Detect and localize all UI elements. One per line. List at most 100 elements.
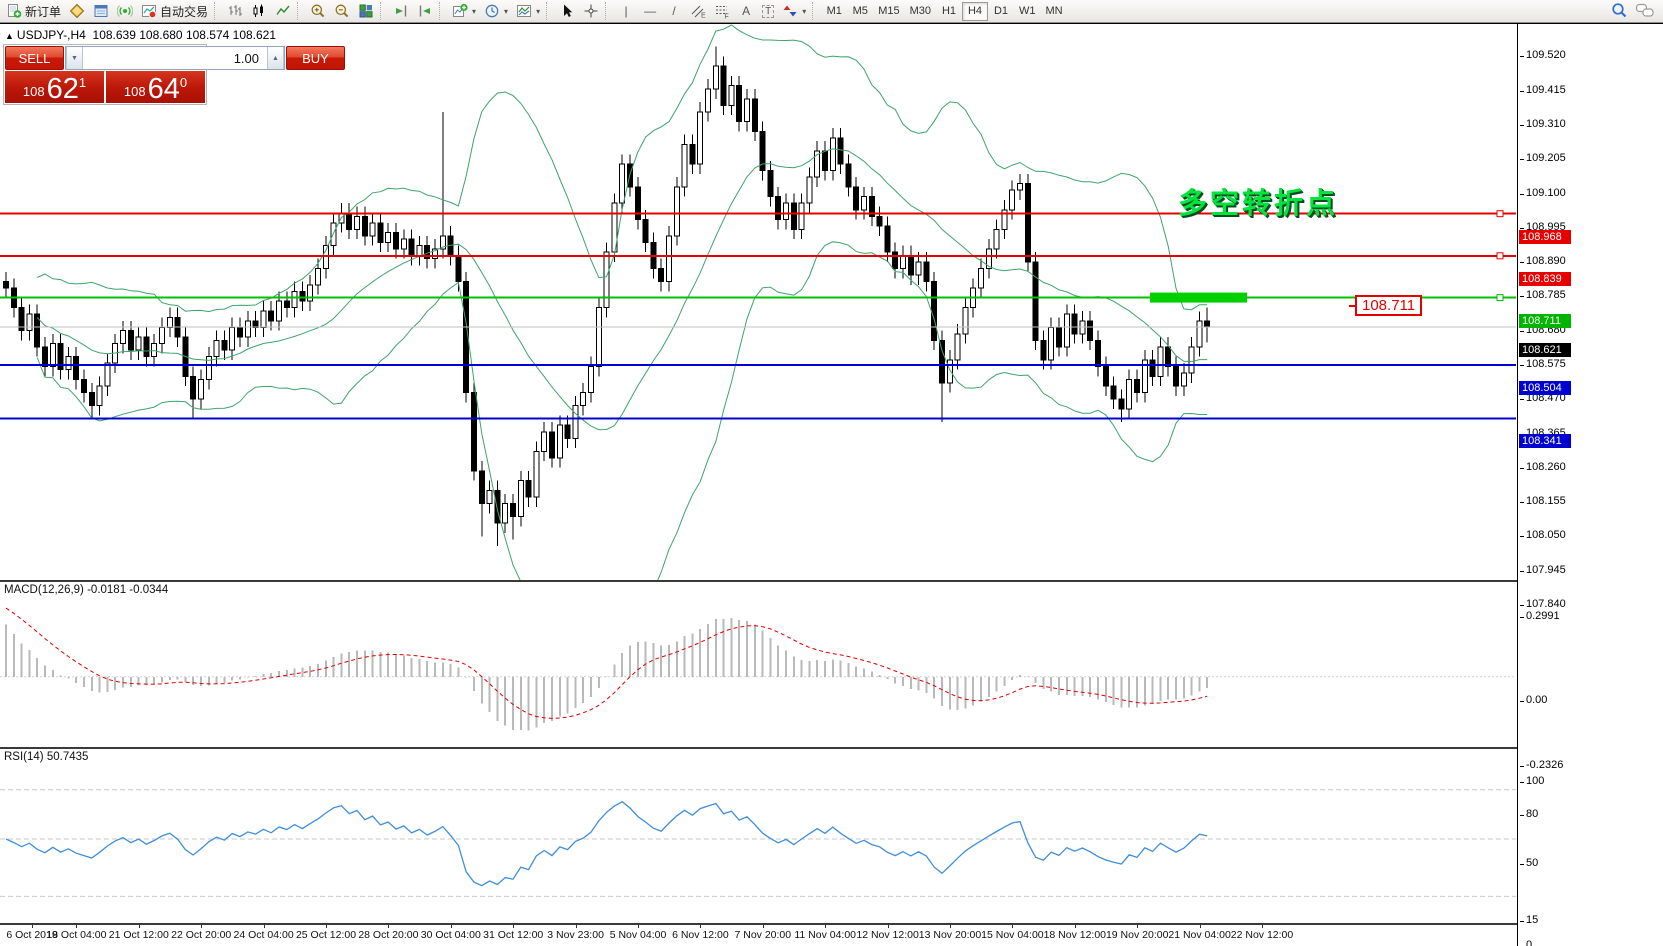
- volume-increase-button[interactable]: ▲: [267, 47, 284, 69]
- zoom-in-button[interactable]: [306, 1, 330, 21]
- horizontal-line-108.839: [0, 254, 1516, 257]
- text-tool-icon: A: [742, 4, 751, 18]
- candle-down: [1110, 385, 1117, 400]
- candle-down: [853, 186, 860, 211]
- autotrade-icon: [141, 3, 157, 19]
- time-axis-tick: [76, 925, 78, 928]
- candle-up: [205, 356, 212, 381]
- data-window-button[interactable]: [89, 1, 113, 21]
- sell-price-prefix: 108: [22, 84, 45, 99]
- buy-price[interactable]: 108 64 0: [106, 71, 205, 104]
- navigator-button[interactable]: [113, 1, 137, 21]
- candle-down: [190, 375, 197, 400]
- candle-down: [42, 346, 48, 367]
- price-axis[interactable]: 109.520 109.415 109.310 109.205 109.100 108.9…: [1518, 24, 1662, 946]
- time-axis[interactable]: 6 Oct 2019 18 Oct 04:00 21 Oct 12:00 22 Oct…: [0, 925, 1517, 944]
- fibonacci-tool-button[interactable]: F: [710, 1, 734, 21]
- timeframe-button-M15[interactable]: M15: [878, 5, 900, 17]
- candle-down: [221, 339, 228, 351]
- timeframe-button-M1[interactable]: M1: [826, 5, 842, 17]
- bollinger-middle-band: [36, 148, 1208, 431]
- rsi-pane[interactable]: RSI(14) 50.7435: [0, 749, 1517, 923]
- arrows-tool-button[interactable]: ▾: [778, 1, 810, 21]
- tile-windows-icon: [358, 3, 374, 19]
- search-icon[interactable]: [1611, 2, 1629, 20]
- channel-tool-button[interactable]: E: [686, 1, 710, 21]
- templates-button[interactable]: ▾: [512, 1, 544, 21]
- candlestick-chart[interactable]: [0, 24, 1516, 580]
- chart-shift-button[interactable]: [413, 1, 437, 21]
- timeframe-button-M5[interactable]: M5: [852, 5, 868, 17]
- time-axis-tick: [1074, 925, 1076, 928]
- trendline-tool-button[interactable]: /: [662, 1, 686, 21]
- timeframe-button-D1[interactable]: D1: [993, 5, 1009, 17]
- autotrade-button[interactable]: 自动交易: [137, 1, 212, 21]
- line-handle: [1496, 294, 1504, 302]
- timeframe-button-M30[interactable]: M30: [909, 5, 932, 17]
- time-axis-label: 18 Nov 12:00: [1043, 929, 1107, 941]
- macd-pane[interactable]: MACD(12,26,9) -0.0181 -0.0344: [0, 582, 1517, 747]
- candle-up: [705, 88, 711, 113]
- crosshair-tool-button[interactable]: [579, 1, 603, 21]
- rsi-axis-tick: 80: [1519, 807, 1539, 820]
- bollinger-lower-band: [36, 241, 1208, 580]
- pane-divider[interactable]: [0, 923, 1517, 925]
- time-axis-label: 13 Nov 20:00: [918, 929, 982, 941]
- time-axis-label: 15 Nov 04:00: [981, 929, 1044, 941]
- candle-down: [88, 392, 95, 407]
- candle-down: [283, 300, 290, 309]
- ohlc-readout: 108.639 108.680 108.574 108.621: [92, 28, 277, 42]
- pane-divider[interactable]: [0, 580, 1517, 582]
- time-axis-tick: [1262, 925, 1263, 928]
- buy-price-prefix: 108: [123, 84, 146, 99]
- candle-up: [556, 424, 563, 459]
- indicators-button[interactable]: ▾: [448, 1, 480, 21]
- candle-up: [260, 310, 267, 328]
- volume-input[interactable]: [83, 47, 267, 69]
- timeframe-button-H4[interactable]: H4: [962, 1, 989, 21]
- candle-up: [96, 385, 103, 407]
- candle-up: [26, 313, 33, 332]
- chart-window[interactable]: ▲ USDJPY-,H4 108.639 108.680 108.574 108.…: [0, 24, 1518, 946]
- zoom-out-button[interactable]: [330, 1, 354, 21]
- timeframe-button-W1[interactable]: W1: [1019, 5, 1036, 17]
- rsi-label: RSI(14) 50.7435: [4, 751, 88, 763]
- bar-chart-mode-button[interactable]: [223, 1, 247, 21]
- candlestick-icon: [251, 3, 267, 19]
- volume-decrease-button[interactable]: ▼: [66, 47, 83, 69]
- price-callout-label[interactable]: 108.711: [1348, 295, 1423, 316]
- buy-button[interactable]: BUY: [286, 46, 345, 70]
- auto-scroll-button[interactable]: [389, 1, 413, 21]
- line-chart-mode-button[interactable]: [271, 1, 295, 21]
- vertical-line-tool-button[interactable]: |: [614, 1, 638, 21]
- candle-down: [377, 222, 384, 243]
- candlestick-mode-button[interactable]: [247, 1, 271, 21]
- price-pane[interactable]: ▲ USDJPY-,H4 108.639 108.680 108.574 108.…: [0, 24, 1517, 580]
- periods-button[interactable]: ▾: [480, 1, 512, 21]
- candle-down: [564, 424, 571, 439]
- timeframe-button-H1[interactable]: H1: [941, 5, 957, 17]
- sell-price[interactable]: 108 62 1: [5, 71, 104, 105]
- chat-icon[interactable]: [1635, 2, 1655, 20]
- horizontal-line-tool-button[interactable]: —: [638, 1, 662, 21]
- pane-divider[interactable]: [0, 747, 1517, 749]
- candle-up: [673, 186, 680, 237]
- candle-up: [814, 150, 821, 178]
- candle-down: [73, 356, 80, 381]
- candle-down: [268, 310, 275, 322]
- cursor-tool-button[interactable]: [555, 1, 579, 21]
- candle-up: [49, 343, 56, 367]
- new-order-button[interactable]: 新订单: [2, 1, 65, 21]
- label-tool-button[interactable]: T: [758, 1, 778, 21]
- chart-annotation-text[interactable]: 多空转折点: [1178, 188, 1339, 220]
- candle-up: [978, 268, 984, 289]
- market-watch-button[interactable]: [65, 1, 89, 21]
- sell-price-big: 62: [46, 73, 79, 105]
- candle-down: [1056, 326, 1062, 348]
- timeframe-button-MN[interactable]: MN: [1045, 5, 1063, 17]
- candle-up: [330, 222, 337, 247]
- text-tool-button[interactable]: A: [734, 1, 758, 21]
- sell-button[interactable]: SELL: [5, 46, 64, 70]
- data-window-icon: [93, 3, 109, 19]
- tile-windows-button[interactable]: [354, 1, 378, 21]
